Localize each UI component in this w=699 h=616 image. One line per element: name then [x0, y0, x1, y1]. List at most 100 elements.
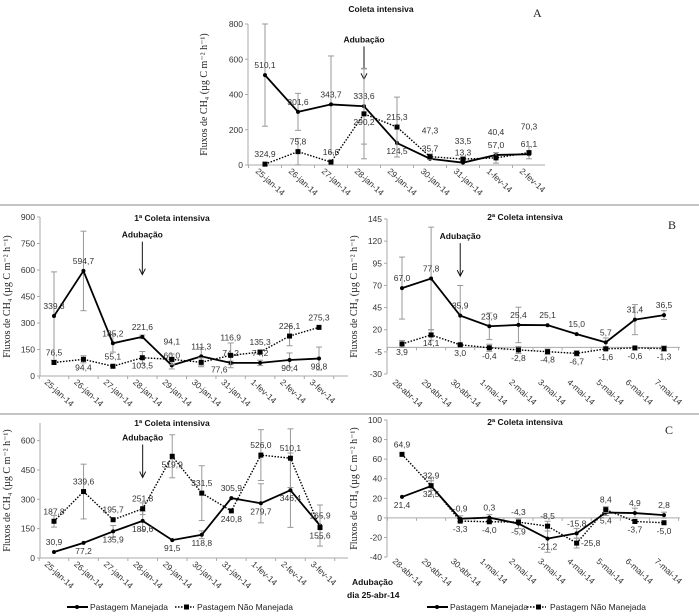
data-label: 339,6 [73, 477, 95, 487]
data-point [574, 350, 580, 356]
data-point [328, 159, 334, 165]
chart-title: 2ª Coleta intensiva [487, 212, 563, 222]
y-tick-label: -30 [370, 369, 383, 379]
data-label: -0,6 [628, 351, 643, 361]
data-label: 510,1 [254, 60, 276, 70]
x-tick-label: 29-abr-14 [420, 556, 454, 588]
x-tick-label: 30-jan-14 [190, 559, 224, 591]
data-label: 324,9 [254, 149, 276, 159]
data-label: 195,7 [102, 505, 124, 515]
legend-solid-marker [75, 605, 79, 609]
y-tick-label: -40 [370, 552, 383, 562]
data-label: 155,6 [309, 531, 331, 541]
data-label: 32,9 [423, 471, 440, 481]
data-point [139, 355, 145, 361]
series-nao-manejada: 76,5 94,4 55,1 103,5 94,1 77,6 116,9 135,3 226,1… [46, 312, 330, 374]
data-point [662, 513, 666, 518]
data-point [81, 268, 86, 273]
x-tick-label: 1-mai-14 [478, 377, 510, 407]
data-label: 98,8 [311, 362, 328, 372]
x-tick-label: 29-jan-14 [386, 166, 420, 198]
x-tick-label: 25-jan-14 [254, 166, 288, 198]
data-point [661, 520, 667, 526]
data-label: 5,7 [600, 327, 612, 337]
data-point [228, 352, 234, 358]
data-point [603, 346, 609, 352]
data-point [545, 323, 550, 328]
chart-title: Coleta intensiva [348, 4, 413, 14]
chart-A: 0 200 400 600 800 25-jan-14 26-jan-14 27-jan-14… [199, 4, 548, 198]
x-tick-label: 31-jan-14 [219, 377, 253, 409]
data-label: -4,8 [540, 355, 555, 365]
data-point [296, 109, 300, 114]
data-label: -1,3 [657, 352, 672, 362]
x-tick-label: 28-abr-14 [391, 556, 425, 588]
data-label: 187,8 [43, 506, 65, 516]
x-tick-label: 7-mai-14 [653, 377, 685, 407]
series-line [401, 277, 665, 344]
data-point [429, 276, 434, 281]
data-label: 5,4 [600, 516, 612, 526]
series-line [53, 454, 321, 528]
data-point [110, 517, 116, 523]
data-label: 331,5 [191, 478, 213, 488]
series-nao-manejada: 64,9 32,9 -3,3 -4,0 -4,3 -8,5 -25,8 8,4 -3,7 -5,0 [394, 439, 672, 549]
panel-letter: B [668, 218, 676, 232]
y-tick-label: 70 [373, 280, 383, 290]
data-point [458, 313, 463, 318]
data-label: -3,3 [453, 524, 468, 534]
data-point [140, 506, 146, 512]
x-tick-label: 30-jan-14 [190, 377, 224, 409]
y-tick-label: 300 [21, 318, 35, 328]
data-point [661, 346, 667, 352]
data-point [457, 342, 463, 348]
data-label: 165,9 [309, 511, 331, 521]
x-tick-label: 27-jan-14 [320, 166, 354, 198]
data-label: 118,8 [191, 538, 212, 548]
data-point [632, 511, 637, 516]
data-point [487, 324, 492, 329]
annotation-arrowhead [139, 471, 147, 479]
data-label: 35,7 [422, 144, 439, 154]
data-point [199, 354, 204, 359]
y-tick-label: 450 [21, 292, 35, 302]
series-manejada: 67,0 77,8 35,9 23,9 25,4 25,1 15,0 5,7 31,4 36,5 [394, 226, 673, 348]
data-label: -21,2 [538, 542, 558, 552]
legend-solid-marker [435, 605, 439, 609]
y-tick-label: 400 [229, 90, 243, 100]
data-label: 594,7 [73, 256, 95, 266]
legend-solid-label: Pastagem Manejada [450, 602, 528, 612]
x-tick-label: 4-mai-14 [565, 377, 597, 407]
legend-dotted-marker [184, 604, 189, 610]
x-tick-label: 27-jan-14 [102, 377, 136, 409]
data-label: -2,8 [511, 353, 526, 363]
data-label: 36,5 [656, 300, 673, 310]
data-label: 343,7 [320, 89, 342, 99]
data-label: 519,9 [162, 459, 184, 469]
data-point [288, 488, 293, 493]
y-tick-label: 20 [373, 325, 383, 335]
data-point [603, 507, 609, 513]
data-label: 510,1 [280, 443, 302, 453]
x-tick-label: 26-jan-14 [72, 377, 106, 409]
x-tick-label: 2-fev-14 [279, 559, 309, 587]
data-label: 61,1 [521, 139, 538, 149]
data-label: 251,8 [132, 494, 154, 504]
data-label: 3,9 [396, 347, 408, 357]
data-label: 33,5 [455, 136, 472, 146]
x-tick-label: 29-abr-14 [420, 377, 454, 409]
y-tick-label: 80 [373, 435, 383, 445]
data-label: 0,3 [483, 503, 495, 513]
data-point [516, 322, 521, 327]
data-label: 16,6 [323, 147, 340, 157]
data-label: -15,8 [567, 518, 587, 528]
data-point [394, 124, 400, 130]
chart-B1: 0 150 300 450 600 750 900 25-jan-1426-jan-1427-… [2, 212, 348, 409]
y-axis-title: Fluxos de CH₄ (µg C m⁻² h⁻¹) [349, 235, 360, 357]
data-label: 185,2 [102, 328, 124, 338]
x-tick-label: 28-jan-14 [131, 377, 165, 409]
data-label: 32,5 [423, 489, 440, 499]
x-tick-label: 30-abr-14 [449, 556, 483, 588]
data-point [199, 490, 205, 496]
data-label: 3,0 [454, 348, 466, 358]
